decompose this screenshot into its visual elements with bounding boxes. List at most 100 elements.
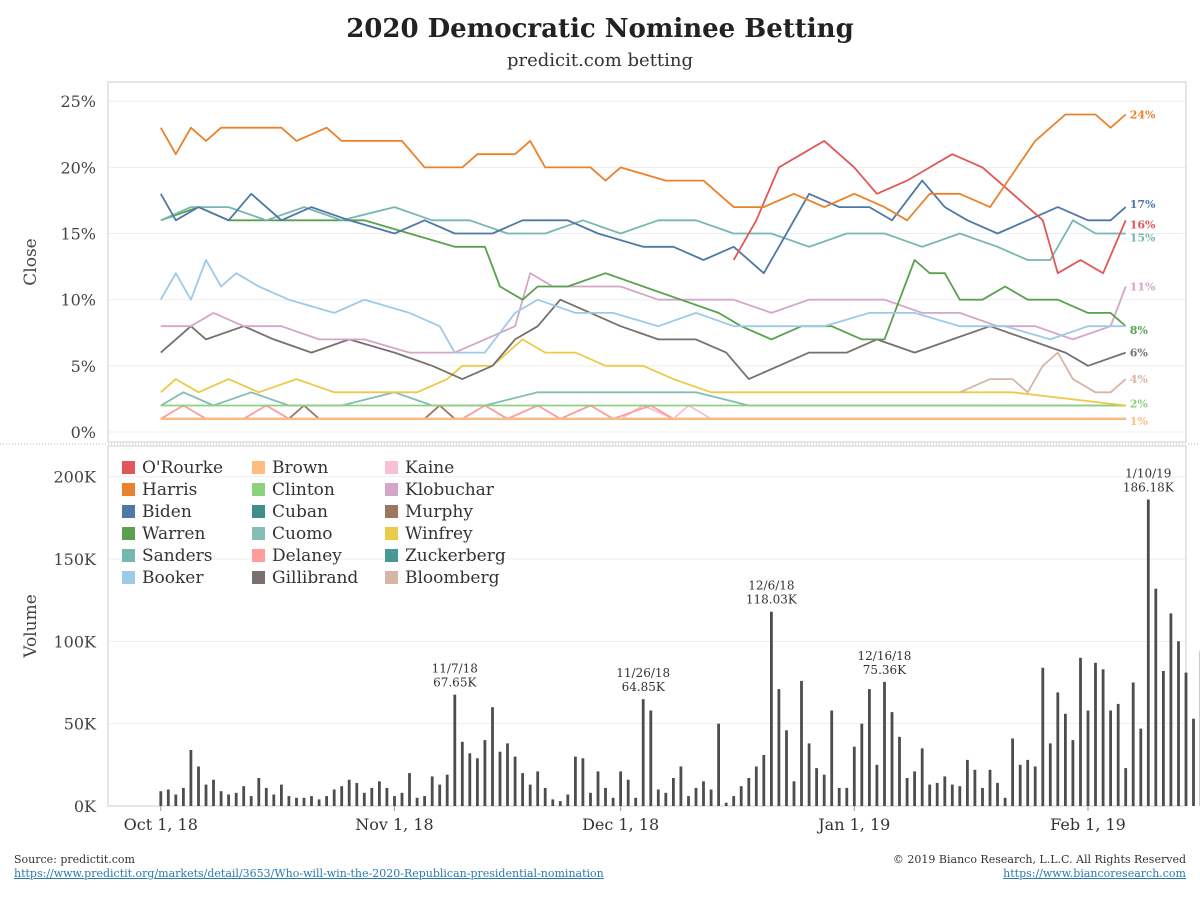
volume-bar (227, 794, 230, 806)
legend-label: Harris (142, 480, 198, 500)
volume-plot-frame (107, 445, 1187, 807)
close-tick-label: 0% (71, 423, 96, 442)
volume-bar (1026, 759, 1030, 806)
volume-bar (1033, 766, 1037, 806)
volume-bar (393, 796, 396, 806)
volume-bar (310, 796, 313, 806)
legend-label: O'Rourke (142, 458, 224, 478)
volume-bar (1184, 672, 1188, 806)
legend-item-delaney: Delaney (252, 545, 342, 567)
volume-bar (430, 776, 434, 806)
legend-item-warren: Warren (122, 523, 205, 545)
volume-bar (649, 710, 653, 806)
legend-item-o-rourke: O'Rourke (122, 457, 223, 479)
series-line-klobuchar (160, 272, 1127, 354)
volume-tick-label: 100K (54, 632, 98, 651)
volume-bar (807, 743, 811, 806)
volume-bar (1064, 713, 1067, 806)
volume-bar (1131, 682, 1135, 806)
volume-bar (837, 787, 841, 806)
legend-swatch (385, 505, 398, 518)
volume-bar (521, 773, 524, 806)
legend-swatch (122, 461, 135, 474)
volume-bar (219, 791, 223, 806)
site-url[interactable]: https://www.biancoresearch.com (1003, 867, 1186, 880)
end-label-gillibrand: 6% (1130, 347, 1149, 360)
end-label-sanders: 15% (1130, 232, 1156, 245)
volume-bar (958, 786, 962, 806)
series-line-sanders (160, 206, 1126, 261)
volume-bar (272, 794, 276, 806)
legend-swatch (385, 549, 398, 562)
volume-bar (1101, 669, 1105, 806)
legend-label: Gillibrand (272, 568, 359, 588)
volume-bar (898, 736, 901, 806)
close-plot-frame (107, 81, 1187, 443)
close-tick-label: 20% (60, 158, 96, 177)
volume-bar (589, 792, 592, 806)
legend-item-klobuchar: Klobuchar (385, 479, 494, 501)
x-tick-label: Feb 1, 19 (1050, 815, 1126, 834)
legend-item-clinton: Clinton (252, 479, 335, 501)
volume-bar (634, 797, 638, 806)
legend-label: Kaine (405, 458, 455, 478)
annotation-value: 67.65K (433, 676, 477, 690)
volume-bar (317, 799, 321, 806)
volume-bar (408, 773, 411, 806)
volume-bar (332, 789, 336, 806)
volume-bar (996, 782, 999, 806)
legend-label: Klobuchar (405, 480, 494, 500)
legend-item-murphy: Murphy (385, 501, 473, 523)
volume-bar (845, 787, 849, 806)
volume-bar (1116, 703, 1120, 806)
volume-bar (1192, 718, 1195, 806)
series-line-biden (160, 179, 1127, 275)
volume-bar (815, 768, 818, 806)
volume-bar (913, 771, 916, 806)
volume-bar (423, 796, 426, 806)
series-line-cuomo (160, 391, 1126, 407)
annotation-date: 1/10/19 (1125, 466, 1171, 480)
volume-bar (943, 776, 947, 806)
volume-bar (619, 771, 622, 806)
volume-bar (257, 778, 261, 806)
volume-bar (1003, 797, 1007, 806)
source-link[interactable]: https://www.predictit.org/markets/detail… (14, 867, 604, 880)
legend-item-zuckerberg: Zuckerberg (385, 545, 506, 567)
source-url[interactable]: https://www.predictit.org/markets/detail… (14, 867, 604, 880)
legend-swatch (385, 571, 398, 584)
legend-label: Clinton (272, 480, 335, 500)
volume-bar (875, 764, 879, 806)
site-link[interactable]: https://www.biancoresearch.com (1003, 867, 1186, 880)
volume-bar (347, 779, 351, 806)
legend-item-winfrey: Winfrey (385, 523, 473, 545)
volume-bar (724, 802, 728, 806)
chart-title: 2020 Democratic Nominee Betting (346, 14, 854, 44)
series-line-o-rourke (732, 140, 1127, 275)
volume-bar (596, 771, 600, 806)
volume-bar (197, 766, 200, 806)
volume-bar (295, 797, 298, 806)
volume-bar (981, 787, 984, 806)
volume-bar (385, 787, 389, 806)
volume-bar (672, 778, 675, 806)
volume-bar (800, 680, 803, 806)
volume-tick-label: 0K (74, 797, 97, 816)
volume-bar (506, 743, 509, 806)
volume-bar (1139, 728, 1143, 806)
legend-swatch (122, 527, 135, 540)
legend-item-biden: Biden (122, 501, 192, 523)
end-label-warren: 8% (1130, 324, 1149, 337)
volume-bar (189, 750, 193, 806)
volume-bar (641, 699, 645, 806)
volume-bar (212, 779, 215, 806)
volume-bar (664, 792, 668, 806)
close-axis-label: Close (21, 238, 41, 285)
volume-bar (362, 792, 366, 806)
volume-bar (1169, 613, 1173, 806)
volume-bar (717, 723, 720, 806)
series-line-gillibrand (160, 298, 1126, 380)
end-label-brown: 1% (1130, 415, 1149, 428)
legend-label: Winfrey (405, 524, 473, 544)
